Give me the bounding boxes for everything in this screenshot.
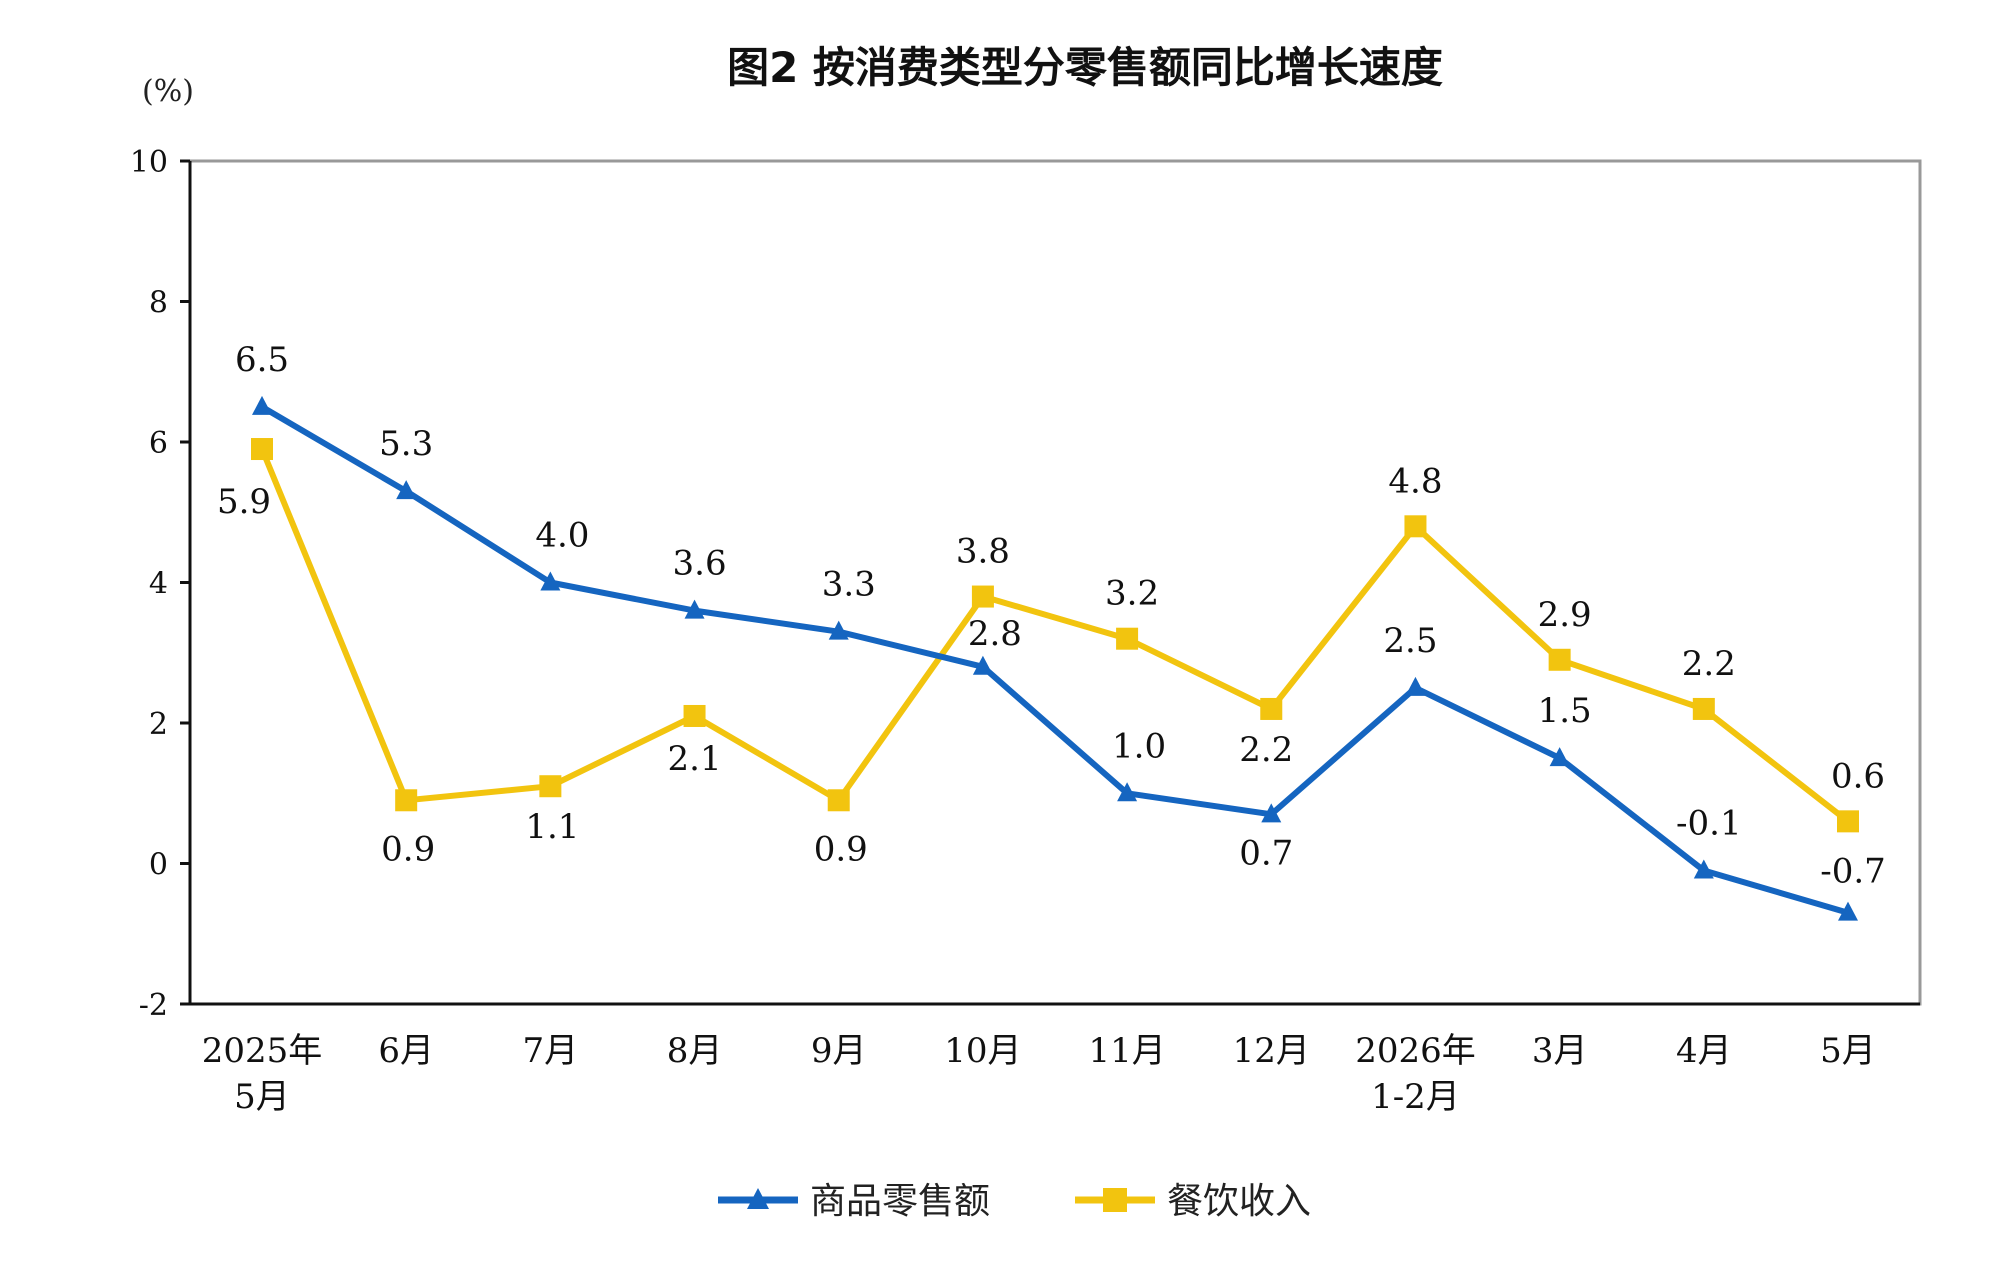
data-point xyxy=(1404,515,1427,538)
data-label: 1.1 xyxy=(525,807,579,847)
data-label: 4.0 xyxy=(535,516,589,556)
x-tick-label: 11月 xyxy=(1088,1031,1165,1071)
data-label: 0.7 xyxy=(1239,833,1293,873)
data-point xyxy=(828,620,849,640)
data-label: 0.9 xyxy=(814,829,868,869)
data-point xyxy=(252,395,272,415)
data-label: 2.2 xyxy=(1239,730,1293,770)
data-point xyxy=(1261,803,1282,823)
legend-marker xyxy=(747,1188,769,1209)
series-retail xyxy=(252,395,1858,921)
data-label: 6.5 xyxy=(235,340,289,380)
x-tick-label: 6月 xyxy=(378,1031,434,1071)
plot-frame xyxy=(188,159,1922,1006)
data-label: 2.5 xyxy=(1383,621,1437,661)
data-label: 2.8 xyxy=(968,614,1022,654)
y-axis-unit: (%) xyxy=(142,74,194,109)
data-label: 2.1 xyxy=(668,739,722,779)
legend-label: 餐饮收入 xyxy=(1167,1181,1311,1222)
legend-marker xyxy=(1103,1188,1127,1212)
y-tick-label: 4 xyxy=(149,567,168,602)
data-label: 3.3 xyxy=(822,565,876,605)
data-label: 5.9 xyxy=(217,482,271,522)
axes: -2 0 2 4 6 8 10 2025年 5月 6月 7月 8月 9月 10月 11月 12月 2026年 1-… xyxy=(130,145,1920,1117)
x-tick-label: 7月 xyxy=(523,1031,579,1071)
data-label: 3.6 xyxy=(673,544,727,584)
data-point xyxy=(1260,697,1283,720)
y-tick-label: 2 xyxy=(149,707,168,742)
data-label: -0.7 xyxy=(1820,852,1886,892)
data-labels: 5.9 0.9 1.1 2.1 0.9 3.8 3.2 2.2 4.8 2.9 2.2 0.6 xyxy=(217,461,1885,869)
x-tick-label: 4月 xyxy=(1676,1031,1732,1071)
y-tick-label: 6 xyxy=(149,426,168,461)
data-label: 3.2 xyxy=(1105,574,1159,614)
legend-label: 商品零售额 xyxy=(810,1181,990,1222)
data-point xyxy=(972,655,993,675)
data-point xyxy=(683,704,706,727)
y-tick-label: 10 xyxy=(130,145,168,180)
data-point xyxy=(1117,782,1138,802)
x-tick-label: 2026年 xyxy=(1355,1031,1476,1071)
series-line xyxy=(259,447,1850,824)
series-line xyxy=(260,404,1849,916)
data-point xyxy=(684,599,705,619)
x-tick-label: 8月 xyxy=(667,1031,723,1071)
data-label: 0.6 xyxy=(1831,756,1885,796)
data-label: 2.9 xyxy=(1538,595,1592,635)
x-tick-label: 10月 xyxy=(944,1031,1021,1071)
data-point xyxy=(396,480,417,500)
data-labels: 6.5 5.3 4.0 3.6 3.3 2.8 1.0 0.7 2.5 1.5 -0.1 -0.7 xyxy=(235,340,1886,892)
x-tick-label: 3月 xyxy=(1532,1031,1588,1071)
data-point xyxy=(971,585,994,608)
data-label: 1.5 xyxy=(1538,691,1592,731)
series-layer: 6.55.34.03.63.32.81.00.72.51.5-0.1-0.75.… xyxy=(217,340,1886,921)
y-tick-label: -2 xyxy=(139,988,168,1023)
data-point xyxy=(827,789,850,812)
data-label: -0.1 xyxy=(1676,804,1742,844)
x-tick-label: 5月 xyxy=(234,1077,290,1117)
data-point xyxy=(1692,697,1715,720)
data-label: 0.9 xyxy=(381,829,435,869)
data-point xyxy=(1405,676,1426,696)
data-point xyxy=(1116,627,1139,650)
data-point xyxy=(1549,747,1570,767)
data-point xyxy=(1838,901,1858,921)
data-point xyxy=(1693,859,1714,879)
x-tick-label: 5月 xyxy=(1820,1031,1876,1071)
data-label: 2.2 xyxy=(1682,644,1736,684)
data-point xyxy=(540,571,561,591)
legend: 商品零售额 餐饮收入 xyxy=(718,1181,1311,1222)
data-point xyxy=(539,775,562,798)
data-label: 4.8 xyxy=(1388,461,1442,501)
data-point xyxy=(1548,648,1571,671)
data-label: 3.8 xyxy=(956,532,1010,572)
x-tick-label: 1-2月 xyxy=(1371,1077,1460,1117)
data-label: 5.3 xyxy=(379,424,433,464)
chart-title: 图2 按消费类型分零售额同比增长速度 xyxy=(727,43,1443,92)
series-catering xyxy=(251,438,1859,833)
data-point xyxy=(395,789,418,812)
data-label: 1.0 xyxy=(1112,726,1166,766)
x-tick-label: 12月 xyxy=(1233,1031,1310,1071)
y-tick-label: 8 xyxy=(149,286,168,321)
data-point xyxy=(251,438,273,461)
data-point xyxy=(1837,810,1859,833)
y-tick-label: 0 xyxy=(149,848,168,883)
x-tick-label: 2025年 xyxy=(202,1031,323,1071)
x-tick-label: 9月 xyxy=(811,1031,867,1071)
